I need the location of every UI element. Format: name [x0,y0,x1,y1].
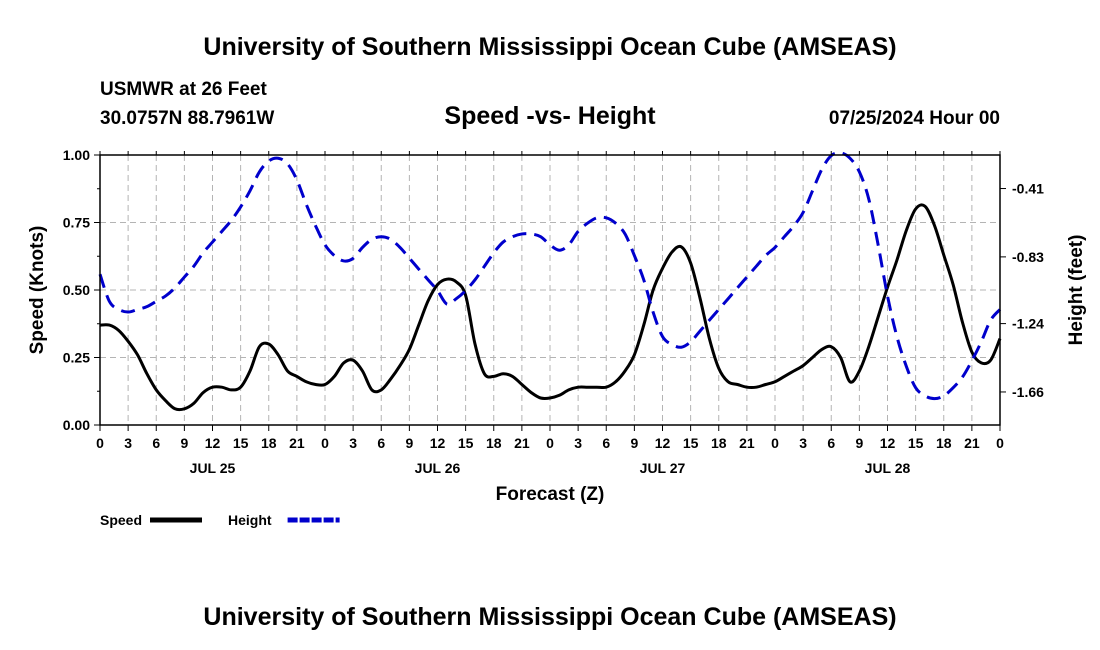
x-tick-label: 3 [574,435,582,451]
x-tick-label: 9 [630,435,638,451]
location-label: 30.0757N 88.7961W [100,108,274,129]
y2-axis-label: Height (feet) [1066,235,1087,346]
x-tick-label: 6 [602,435,610,451]
y-tick-label: 0.50 [63,282,90,298]
x-tick-label: 0 [771,435,779,451]
x-tick-label: 18 [936,435,952,451]
x-tick-label: 21 [964,435,980,451]
x-tick-label: 18 [711,435,727,451]
legend-label-speed: Speed [100,512,142,528]
x-tick-label: 6 [827,435,835,451]
y2-tick-label: -0.41 [1012,181,1044,197]
x-tick-label: 12 [880,435,896,451]
series-line-speed [99,203,1002,412]
series-layer [98,151,1002,412]
x-tick-label: 15 [908,435,924,451]
x-tick-label: 12 [205,435,221,451]
chart-title: Speed -vs- Height [444,102,656,130]
grid [99,154,1001,426]
x-tick-label: 18 [486,435,502,451]
x-tick-label: 9 [405,435,413,451]
x-tick-label: 6 [377,435,385,451]
legend: Speed Height [100,512,340,528]
y2-tick-label: -1.66 [1012,384,1044,400]
y-tick-label: 1.00 [63,147,90,163]
x-tick-label: 0 [546,435,554,451]
x-tick-label: 9 [180,435,188,451]
station-label: USMWR at 26 Feet [100,79,267,100]
y2-tick-label: -0.83 [1012,249,1044,265]
x-tick-label: 12 [430,435,446,451]
x-tick-label: 6 [152,435,160,451]
x-tick-label: 9 [855,435,863,451]
y-tick-label: 0.25 [63,350,90,366]
x-tick-label: 21 [289,435,305,451]
series-line-height [98,151,1002,401]
x-tick-label: 3 [124,435,132,451]
y-axis-label: Speed (Knots) [27,226,48,355]
day-label: JUL 26 [415,460,461,476]
x-tick-label: 0 [96,435,104,451]
footer-title: University of Southern Mississippi Ocean… [203,603,896,631]
x-tick-label: 3 [349,435,357,451]
datetime-label: 07/25/2024 Hour 00 [829,108,1000,129]
x-tick-label: 15 [683,435,699,451]
x-tick-label: 0 [321,435,329,451]
y-tick-label: 0.00 [63,417,90,433]
day-label: JUL 28 [865,460,911,476]
axes: 0 3 6 9 12 15 18 21 0 3 6 9 12 15 18 21 0 3 6 9 12 15 18 21 0 3 6 9… [63,147,1044,476]
x-tick-label: 0 [996,435,1004,451]
page-title: University of Southern Mississippi Ocean… [203,33,896,61]
x-tick-label: 12 [655,435,671,451]
x-tick-label: 3 [799,435,807,451]
day-label: JUL 25 [190,460,236,476]
x-tick-label: 21 [514,435,530,451]
y2-tick-label: -1.24 [1012,316,1044,332]
y-tick-label: 0.75 [63,215,90,231]
x-tick-label: 21 [739,435,755,451]
x-tick-label: 15 [233,435,249,451]
x-axis-label: Forecast (Z) [496,484,605,505]
day-label: JUL 27 [640,460,686,476]
x-tick-label: 18 [261,435,277,451]
legend-label-height: Height [228,512,272,528]
x-tick-label: 15 [458,435,474,451]
